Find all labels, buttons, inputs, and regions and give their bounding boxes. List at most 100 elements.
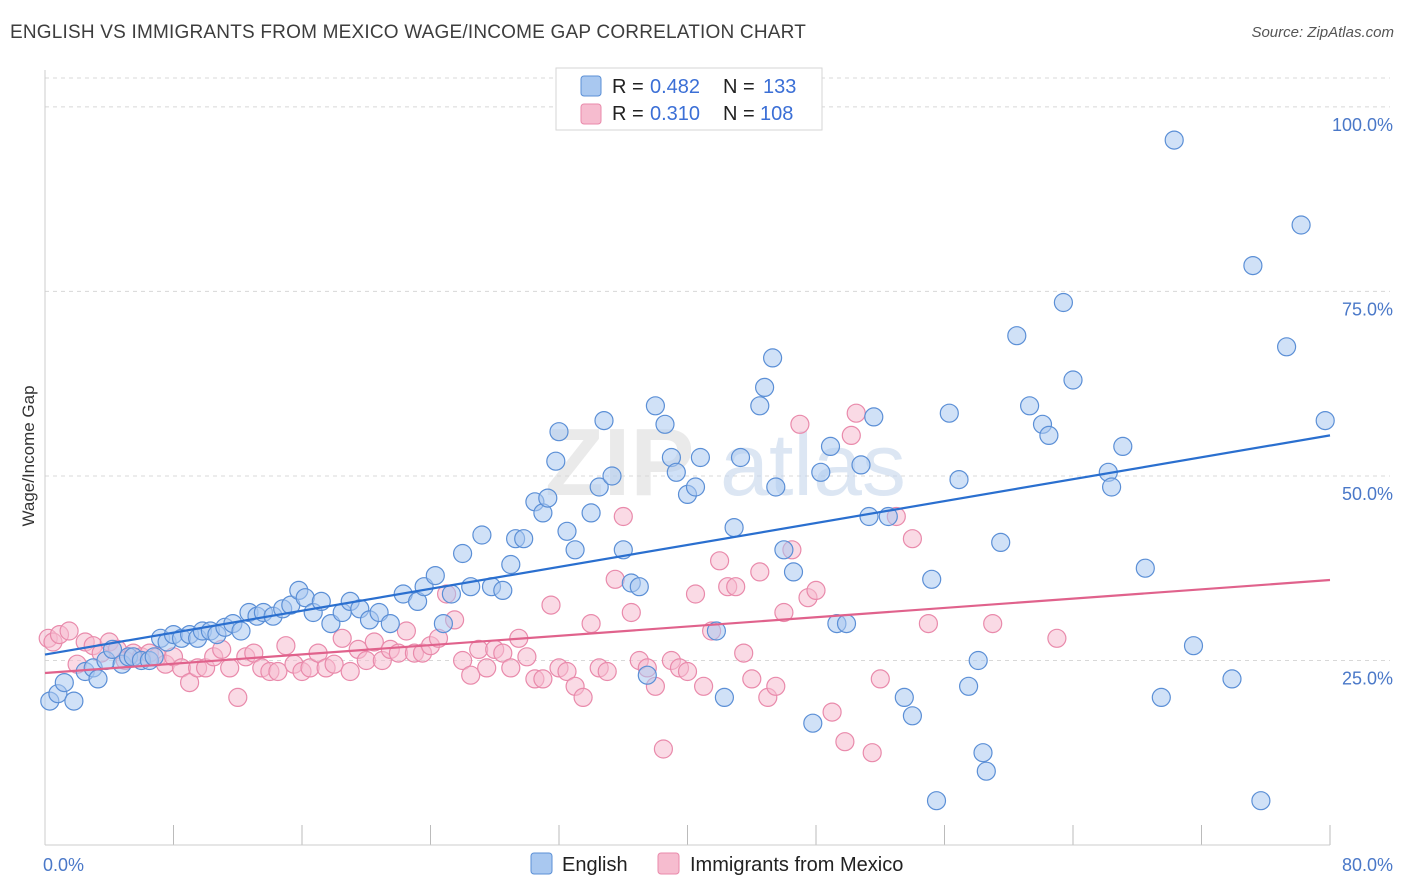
mexico-point: [918, 613, 939, 634]
trend-lines: [44, 434, 1331, 675]
mexico-point: [870, 669, 890, 689]
english-point: [602, 466, 622, 486]
english-point: [1113, 436, 1133, 456]
mexico-point: [742, 669, 762, 689]
english-point: [581, 503, 601, 523]
mexico-point: [276, 636, 296, 656]
legend-swatch-english: [580, 75, 602, 97]
mexico-point: [822, 702, 842, 722]
bottom-legend: English Immigrants from Mexico: [530, 852, 903, 876]
y-tick-label: 25.0%: [1342, 668, 1393, 688]
english-point: [894, 687, 914, 708]
english-point: [750, 396, 770, 416]
mexico-point: [581, 613, 601, 634]
english-point: [1315, 411, 1335, 431]
english-point: [1135, 558, 1155, 578]
english-point: [54, 672, 74, 693]
bottom-legend-mexico: Immigrants from Mexico: [690, 854, 903, 876]
mexico-point: [332, 628, 352, 648]
english-point: [380, 613, 400, 634]
mexico-point: [461, 665, 481, 685]
x-tick-label-min: 0.0%: [43, 855, 84, 875]
english-point: [144, 647, 164, 667]
english-point: [949, 470, 969, 490]
english-point: [803, 713, 823, 733]
english-point: [724, 517, 744, 538]
mexico-point: [726, 577, 746, 597]
legend-swatch-mexico: [580, 103, 602, 125]
mexico-point: [541, 595, 561, 615]
english-point: [557, 521, 577, 541]
mexico-point: [862, 743, 882, 763]
mexico-point: [356, 650, 376, 671]
mexico-point: [693, 676, 714, 696]
mexico-point: [493, 643, 513, 663]
mexico-point: [220, 658, 240, 678]
english-point: [666, 462, 686, 482]
english-point: [973, 743, 993, 763]
bottom-legend-swatch-english: [530, 852, 553, 875]
english-point: [820, 436, 841, 456]
mexico-point: [573, 687, 593, 708]
watermark: ZIP atlas: [545, 409, 906, 516]
mexico-point: [557, 661, 577, 682]
english-point: [922, 569, 942, 589]
english-point: [1243, 256, 1263, 276]
english-point: [685, 477, 706, 497]
mexico-point: [268, 661, 288, 682]
english-point: [926, 791, 947, 811]
mexico-trend-line: [44, 578, 1331, 675]
english-point: [859, 506, 879, 527]
english-point: [766, 477, 786, 497]
mexico-point: [59, 621, 79, 641]
mexico-point: [677, 661, 698, 682]
english-point: [425, 565, 445, 586]
english-point: [1276, 337, 1297, 357]
english-point: [88, 669, 108, 689]
legend: R = 0.482 N = 133 R = 0.310 N = 108: [555, 67, 823, 131]
mexico-point: [983, 613, 1003, 634]
english-point: [655, 414, 675, 434]
legend-r-label-english: R =: [612, 76, 644, 98]
mexico-point: [846, 403, 866, 423]
legend-n-value-english: 133: [763, 76, 796, 98]
mexico-point: [396, 621, 416, 641]
mexico-point: [685, 584, 706, 604]
english-point: [939, 403, 959, 423]
source-label: Source: ZipAtlas.com: [1251, 24, 1394, 41]
english-point: [783, 562, 804, 582]
english-point: [958, 676, 979, 696]
english-point: [1183, 636, 1204, 656]
mexico-point: [709, 551, 730, 571]
english-point: [811, 462, 831, 482]
mexico-point: [477, 658, 497, 678]
english-point: [762, 348, 783, 368]
english-point: [637, 665, 657, 685]
mexico-point: [605, 569, 625, 589]
english-point: [594, 411, 614, 431]
english-point: [774, 540, 794, 560]
mexico-point: [597, 661, 617, 682]
mexico-point: [501, 658, 521, 678]
english-trend-line: [44, 434, 1331, 656]
english-point: [538, 488, 558, 508]
legend-r-label-mexico: R =: [612, 103, 644, 125]
english-point: [565, 540, 585, 560]
y-tick-label: 75.0%: [1342, 299, 1393, 319]
english-point: [706, 621, 727, 641]
mexico-point: [364, 632, 384, 652]
mexico-point: [806, 580, 826, 601]
english-point: [902, 706, 923, 726]
mexico-point: [734, 643, 754, 663]
english-point: [851, 455, 871, 475]
english-point: [1164, 130, 1184, 150]
mexico-point: [613, 506, 633, 527]
english-point: [836, 613, 857, 634]
mexico-point: [517, 647, 537, 667]
legend-r-value-english: 0.482: [650, 76, 700, 98]
english-point: [1291, 215, 1311, 235]
english-point: [1063, 370, 1083, 390]
english-point: [501, 554, 521, 575]
mexico-point: [533, 669, 553, 689]
